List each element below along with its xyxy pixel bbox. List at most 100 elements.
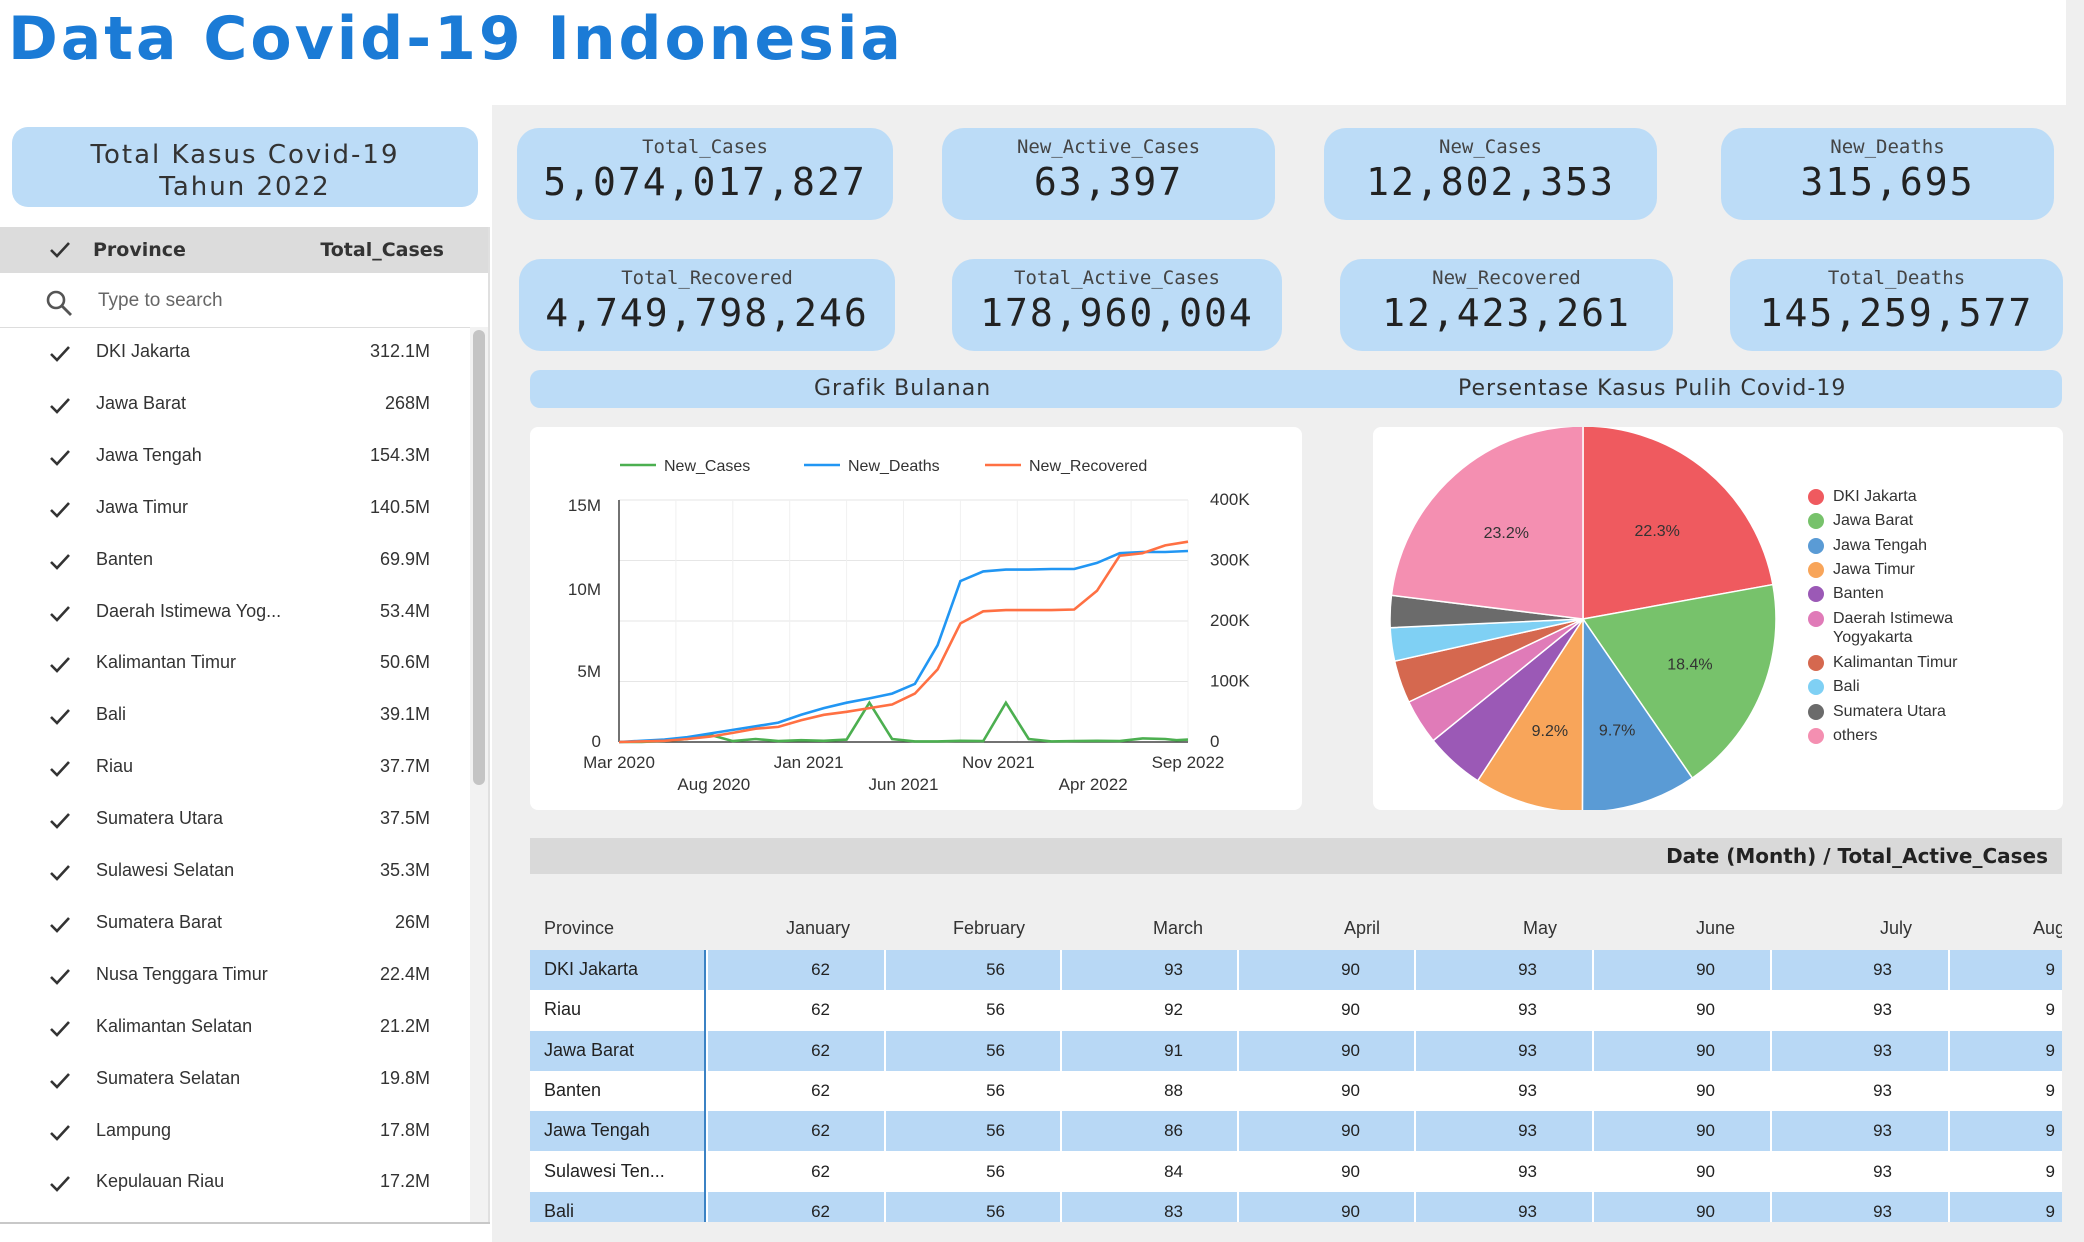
kpi-value: 63,397 (1033, 160, 1184, 204)
list-item[interactable]: Kalimantan Selatan 21.2M (0, 1002, 470, 1054)
pie-slice-dki-jakarta[interactable] (1582, 425, 1774, 620)
pivot-column-month[interactable]: March (1152, 918, 1203, 938)
check-icon (50, 449, 70, 466)
item-checkbox[interactable] (46, 807, 74, 835)
list-scrollbar-thumb[interactable] (473, 330, 485, 785)
kpi-card: Total_Deaths 145,259,577 (1730, 259, 2063, 351)
column-header-total-cases[interactable]: Total_Cases (320, 239, 444, 261)
kpi-value: 4,749,798,246 (545, 291, 869, 335)
pivot-row[interactable]: Banten 62 56 88 90 93 90 93 9 (530, 1070, 2062, 1111)
pie-slice-jawa-barat[interactable] (1581, 583, 1777, 780)
pivot-column-month[interactable]: April (1343, 918, 1380, 938)
item-checkbox[interactable] (46, 548, 74, 576)
pivot-column-month[interactable]: June (1695, 918, 1735, 938)
list-item[interactable]: Riau 37.7M (0, 742, 470, 794)
legend-dot (1808, 679, 1824, 695)
pivot-cell-value: 93 (1518, 1080, 1537, 1100)
x-axis-tick: Nov 2021 (962, 753, 1035, 772)
list-item[interactable]: Lampung 17.8M (0, 1106, 470, 1158)
item-checkbox[interactable] (46, 1067, 74, 1095)
check-icon (50, 398, 70, 414)
list-item[interactable]: Jawa Tengah 154.3M (0, 431, 470, 483)
list-item[interactable]: Daerah Istimewa Yog... 53.4M (0, 587, 470, 639)
pivot-cell-value: 86 (1164, 1121, 1183, 1141)
x-axis-tick: Mar 2020 (583, 753, 655, 772)
pivot-column-month[interactable]: February (952, 918, 1025, 938)
right-axis-tick: 400K (1210, 490, 1250, 509)
cell-separator (1060, 1151, 1062, 1192)
x-axis-tick: Apr 2022 (1059, 775, 1128, 794)
list-item-total: 268M (384, 392, 430, 413)
cell-separator (1237, 1191, 1239, 1222)
pie-slice-label: 23.2% (1484, 525, 1529, 542)
list-item[interactable]: Banten 69.9M (0, 535, 470, 587)
cell-separator (1414, 990, 1416, 1031)
pie-slice-others[interactable] (1390, 425, 1584, 620)
item-checkbox[interactable] (46, 1170, 74, 1198)
list-item[interactable]: Kalimantan Timur 50.6M (0, 638, 470, 690)
cell-separator (1060, 950, 1062, 990)
check-icon (50, 1020, 70, 1037)
pivot-row[interactable]: Jawa Tengah 62 56 86 90 93 90 93 9 (530, 1111, 2062, 1152)
province-column-border (704, 950, 706, 1222)
pie-legend-label: Daerah Istimewa Yogyakarta (1833, 610, 1954, 646)
x-axis-tick: Aug 2020 (677, 775, 750, 794)
item-checkbox[interactable] (46, 444, 74, 472)
item-checkbox[interactable] (46, 340, 74, 368)
cell-separator (884, 990, 886, 1031)
pivot-cell-value: 9 (2045, 1080, 2055, 1100)
pie-legend-label: Bali (1833, 678, 1860, 695)
item-checkbox[interactable] (46, 392, 74, 420)
pie-legend-label: Sumatera Utara (1833, 703, 1946, 720)
list-item[interactable]: Jawa Timur 140.5M (0, 483, 470, 535)
cell-separator (1060, 1030, 1062, 1071)
kpi-value: 12,423,261 (1382, 291, 1631, 335)
pivot-column-month[interactable]: July (1879, 918, 1912, 938)
pivot-row[interactable]: Sulawesi Ten... 62 56 84 90 93 90 93 9 (530, 1151, 2062, 1192)
list-item[interactable]: Kepulauan Riau 17.2M (0, 1157, 470, 1209)
cell-separator (1592, 950, 1594, 990)
pivot-row[interactable]: Jawa Barat 62 56 91 90 93 90 93 9 (530, 1030, 2062, 1071)
item-checkbox[interactable] (46, 1119, 74, 1147)
list-item[interactable]: Sumatera Utara 37.5M (0, 794, 470, 846)
search-input[interactable] (96, 285, 460, 317)
pivot-column-province[interactable]: Province (544, 918, 615, 938)
pivot-column-month[interactable]: January (785, 918, 850, 938)
list-item[interactable]: Sumatera Barat 26M (0, 898, 470, 950)
item-checkbox[interactable] (46, 651, 74, 679)
pivot-column-month[interactable]: Augu (2032, 918, 2062, 938)
item-checkbox[interactable] (46, 963, 74, 991)
list-item[interactable]: Sulawesi Selatan 35.3M (0, 846, 470, 898)
item-checkbox[interactable] (46, 859, 74, 887)
left-axis-tick: 10M (568, 580, 601, 599)
select-all-checkbox[interactable] (46, 236, 74, 264)
pivot-row[interactable]: Riau 62 56 92 90 93 90 93 9 (530, 990, 2062, 1031)
item-checkbox[interactable] (46, 496, 74, 524)
cell-separator (1060, 990, 1062, 1031)
pivot-row[interactable]: Bali 62 56 83 90 93 90 93 9 (530, 1191, 2062, 1222)
list-item[interactable]: Nusa Tenggara Timur 22.4M (0, 950, 470, 1002)
item-checkbox[interactable] (46, 703, 74, 731)
kpi-card: New_Deaths 315,695 (1721, 128, 2054, 220)
pivot-cell-value: 62 (811, 1161, 830, 1181)
list-item[interactable]: Jawa Barat 268M (0, 379, 470, 431)
item-checkbox[interactable] (46, 1015, 74, 1043)
check-icon (50, 813, 70, 829)
column-header-province[interactable]: Province (93, 239, 186, 261)
list-item[interactable]: Sumatera Selatan 19.8M (0, 1054, 470, 1106)
item-checkbox[interactable] (46, 600, 74, 628)
item-checkbox[interactable] (46, 911, 74, 939)
province-table-header: Province Total_Cases (0, 227, 488, 273)
pivot-cell-value: 93 (1518, 960, 1537, 979)
list-item[interactable]: Bali 39.1M (0, 690, 470, 742)
right-axis-tick: 200K (1210, 611, 1250, 630)
pivot-column-month[interactable]: May (1522, 918, 1557, 938)
legend-dot (1808, 586, 1824, 602)
cell-separator (706, 1191, 708, 1222)
pivot-cell-value: 9 (2045, 1161, 2055, 1181)
pivot-row[interactable]: DKI Jakarta 62 56 93 90 93 90 93 9 (530, 950, 2062, 990)
list-item[interactable]: DKI Jakarta 312.1M (0, 327, 470, 379)
item-checkbox[interactable] (46, 755, 74, 783)
series-line-new-recovered (618, 540, 1189, 744)
pivot-cell-value: 88 (1164, 1080, 1183, 1100)
